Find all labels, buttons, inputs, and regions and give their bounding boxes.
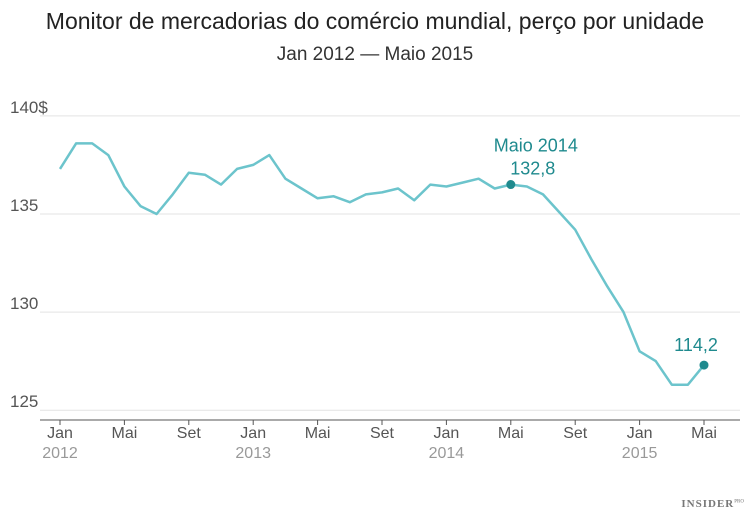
annotations: Maio 2014 132,8 114,2 xyxy=(494,136,718,370)
chart-subtitle: Jan 2012 — Maio 2015 xyxy=(276,44,474,65)
x-tick-label: Jan xyxy=(240,425,266,442)
x-tick-label: Set xyxy=(177,425,202,442)
brand-logo: INSIDERPRO xyxy=(681,498,744,510)
brand-name: INSIDER xyxy=(681,498,735,510)
series-line xyxy=(58,142,705,386)
annotation-value: 132,8 xyxy=(510,159,555,179)
x-tick-label: Mai xyxy=(112,425,138,442)
x-tick-label: Mai xyxy=(691,425,717,442)
x-tick-label: Mai xyxy=(305,425,331,442)
grid-lines xyxy=(40,115,740,411)
x-tick-label: Set xyxy=(370,425,395,442)
x-tick-label: Jan xyxy=(47,425,73,442)
x-tick-label: Set xyxy=(563,425,588,442)
annotation-value: 114,2 xyxy=(674,335,718,355)
x-year-label: 2013 xyxy=(235,445,271,462)
x-axis: Jan 2012 Mai Set Jan 2013 Mai Set Jan 2014 Mai Set J… xyxy=(40,419,740,462)
data-point-marker xyxy=(699,360,709,370)
data-point-marker xyxy=(506,180,516,190)
chart-title: Monitor de mercadorias do comércio mundi… xyxy=(45,8,705,34)
y-tick-label: 130 xyxy=(10,294,38,313)
series-layer xyxy=(58,142,705,386)
y-tick-label: 140$ xyxy=(10,98,48,117)
y-tick-label: 125 xyxy=(10,392,38,411)
brand-suffix: PRO xyxy=(734,499,744,505)
y-axis: 125 130 135 140$ xyxy=(10,98,48,411)
x-tick-label: Mai xyxy=(498,425,524,442)
annotation-label: Maio 2014 xyxy=(494,136,578,156)
y-tick-label: 135 xyxy=(10,196,38,215)
x-year-label: 2015 xyxy=(622,445,658,462)
x-year-label: 2012 xyxy=(42,445,78,462)
x-year-label: 2014 xyxy=(429,445,465,462)
x-tick-label: Jan xyxy=(627,425,653,442)
x-tick-label: Jan xyxy=(434,425,460,442)
